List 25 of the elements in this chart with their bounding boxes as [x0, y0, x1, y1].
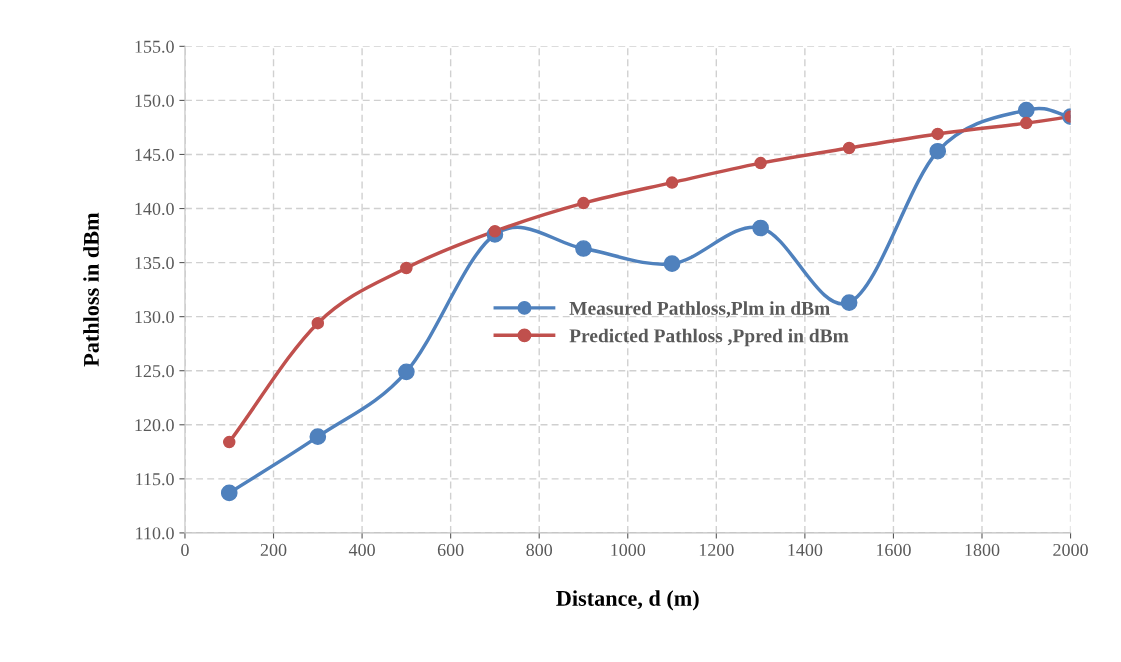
y-tick-label: 155.0 — [135, 40, 174, 53]
x-tick-label: 800 — [526, 543, 553, 557]
x-tick-label: 1600 — [876, 543, 911, 557]
x-tick-label: 1800 — [965, 543, 1000, 557]
x-tick-label: 1400 — [788, 543, 823, 557]
y-tick-label: 125.0 — [135, 364, 174, 378]
y-tick-label: 110.0 — [136, 527, 174, 540]
x-tick-label: 2000 — [1053, 543, 1088, 557]
y-axis-title: Pathloss in dBm — [83, 212, 99, 367]
x-tick-label: 400 — [348, 543, 375, 557]
y-tick-label: 150.0 — [135, 94, 174, 107]
y-tick-label: 135.0 — [135, 256, 174, 270]
x-tick-label: 600 — [437, 543, 464, 557]
x-tick-label: 1200 — [699, 543, 734, 557]
y-tick-label: 115.0 — [136, 473, 174, 486]
y-tick-label: 145.0 — [135, 148, 174, 161]
x-tick-label: 0 — [181, 543, 189, 557]
legend-label: Measured Pathloss,Plm in dBm — [569, 301, 830, 318]
y-tick-label: 140.0 — [135, 202, 174, 216]
y-tick-label: 120.0 — [135, 419, 174, 432]
y-tick-label: 130.0 — [135, 310, 174, 324]
x-axis-title: Distance, d (m) — [556, 590, 699, 611]
x-tick-label: 1000 — [611, 543, 646, 557]
legend-label: Predicted Pathloss ,Ppred in dBm — [569, 328, 849, 347]
x-tick-label: 200 — [260, 543, 287, 557]
